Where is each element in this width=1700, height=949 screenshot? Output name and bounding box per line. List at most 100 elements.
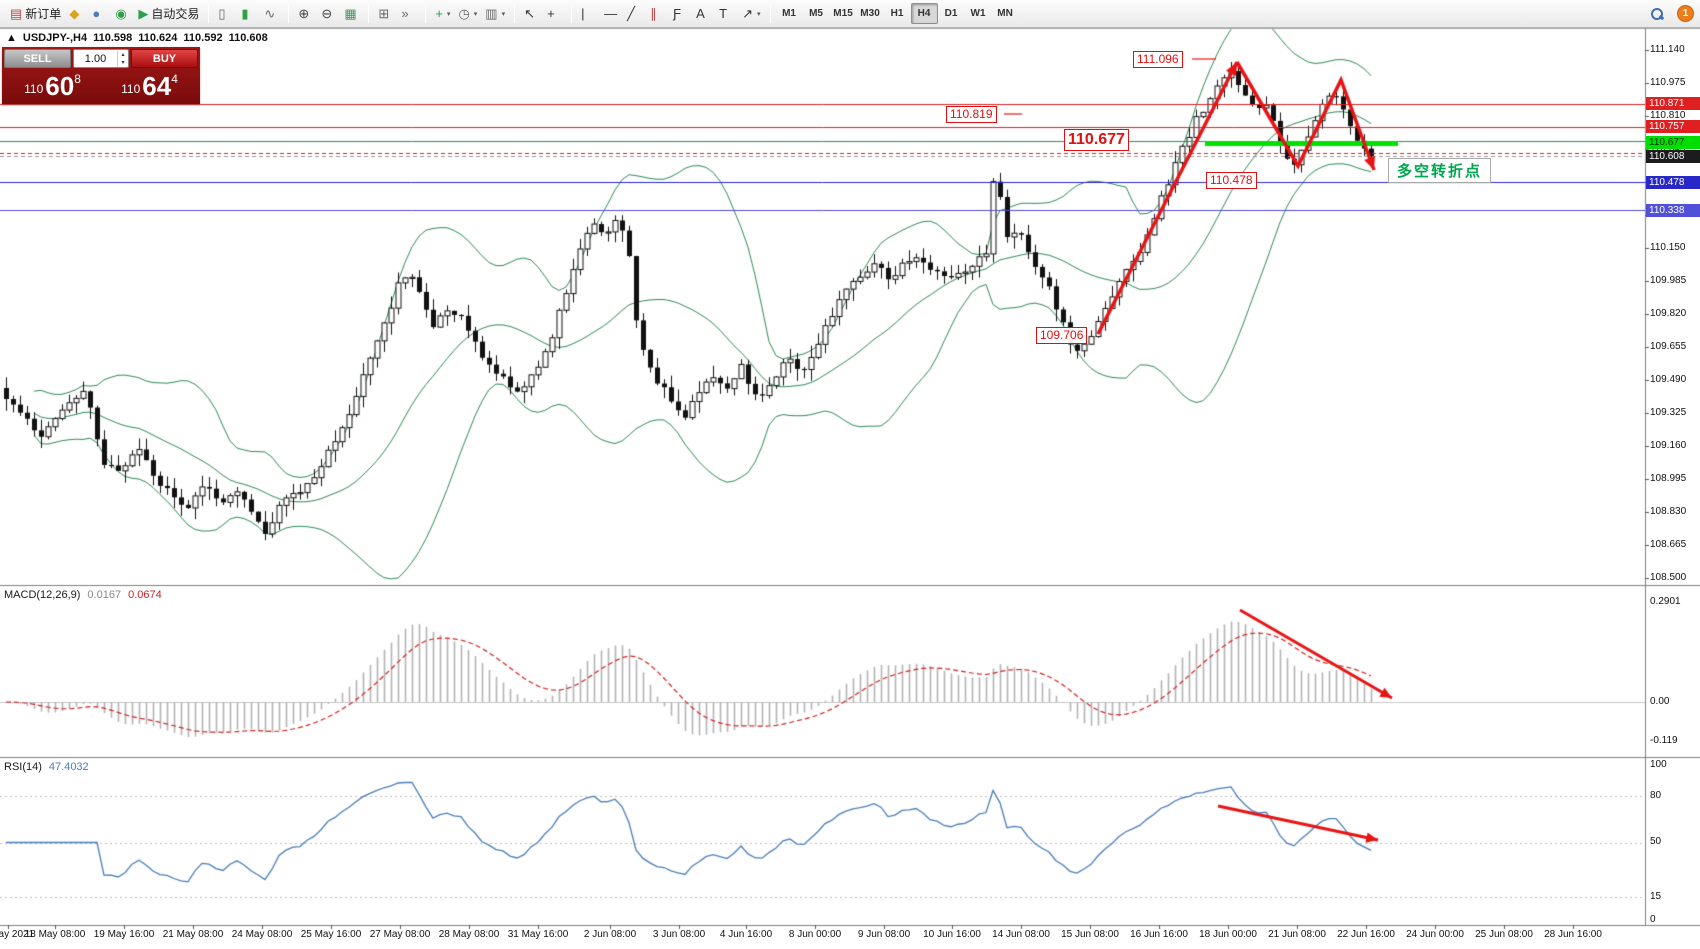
macd-label: MACD(12,26,9) 0.0167 0.0674 xyxy=(4,589,162,601)
chart-shift[interactable]: » xyxy=(397,2,420,25)
volume-up-icon[interactable]: ▴ xyxy=(121,51,125,58)
sell-price-sup: 8 xyxy=(74,72,81,86)
timeframe-h4[interactable]: H4 xyxy=(910,3,938,24)
label-tool-icon: T xyxy=(719,6,728,21)
chart-bars[interactable]: ▯ xyxy=(214,2,237,25)
chart-candles[interactable]: ▮ xyxy=(237,2,260,25)
rsi-value: 47.4032 xyxy=(48,761,89,773)
trendline-tool-icon: ╱ xyxy=(627,6,635,21)
arrows-tool[interactable]: ↗ ▾ xyxy=(738,2,764,25)
sell-price-prefix: 110 xyxy=(24,82,44,96)
crosshair-icon: + xyxy=(547,6,555,21)
rsi-name: RSI(14) xyxy=(4,761,42,773)
timeframe-d1[interactable]: D1 xyxy=(938,3,965,24)
channel-tool-icon: ∥ xyxy=(650,6,657,21)
trendline-tool[interactable]: ╱ xyxy=(623,2,646,25)
buy-price-sup: 4 xyxy=(171,72,178,86)
quote-symbol: USDJPY-,H4 xyxy=(22,32,88,44)
fibonacci-tool[interactable]: Ƒ xyxy=(669,2,692,25)
indicators-list-icon: + xyxy=(435,6,443,21)
market-watch-icon: ● xyxy=(92,6,101,21)
toolbar-separator xyxy=(514,4,516,23)
new-order-icon: ▤ xyxy=(10,6,23,21)
timeframe-m1[interactable]: M1 xyxy=(776,3,803,24)
new-order-label: 新订单 xyxy=(25,7,62,21)
volume-down-icon[interactable]: ▾ xyxy=(121,59,125,66)
dropdown-caret-icon: ▾ xyxy=(446,10,451,18)
community-icon: ◉ xyxy=(115,6,127,21)
zoom-in-icon: ⊕ xyxy=(298,6,310,21)
chart-shift-icon: » xyxy=(401,6,409,21)
channel-tool[interactable]: ∥ xyxy=(646,2,669,25)
cursor-icon: ↖ xyxy=(524,6,536,21)
text-tool[interactable]: A xyxy=(692,2,715,25)
chart-bars-icon: ▯ xyxy=(218,6,226,21)
macd-name: MACD(12,26,9) xyxy=(4,589,81,601)
sell-button[interactable]: SELL xyxy=(4,49,71,68)
toolbar-separator xyxy=(769,4,771,23)
sell-price[interactable]: 110 60 8 xyxy=(4,68,101,102)
buy-price[interactable]: 110 64 4 xyxy=(101,68,198,102)
chart-profiles[interactable]: ◆ xyxy=(65,2,88,25)
toolbar-separator xyxy=(208,4,210,23)
volume-value: 1.00 xyxy=(84,52,107,65)
volume-input[interactable]: 1.00 ▴ ▾ xyxy=(73,49,129,68)
timeframe-w1[interactable]: W1 xyxy=(965,3,992,24)
new-order[interactable]: ▤ 新订单 xyxy=(6,2,65,25)
auto-arrange-icon: ⊞ xyxy=(378,6,390,21)
macd-value-main: 0.0167 xyxy=(87,589,122,601)
chart-profiles-icon: ◆ xyxy=(69,6,80,21)
text-tool-icon: A xyxy=(696,6,705,21)
volume-stepper[interactable]: ▴ ▾ xyxy=(117,50,128,67)
cursor[interactable]: ↖ xyxy=(520,2,543,25)
auto-trading-icon: ▶ xyxy=(138,6,149,21)
dropdown-caret-icon: ▾ xyxy=(473,10,478,18)
vertical-line-tool[interactable]: | xyxy=(577,2,600,25)
crosshair[interactable]: + xyxy=(543,2,566,25)
market-watch[interactable]: ● xyxy=(88,2,111,25)
auto-trading[interactable]: ▶ 自动交易 xyxy=(134,2,203,25)
trade-prices-row: 110 60 8 110 64 4 xyxy=(4,68,198,102)
timeframe-m5[interactable]: M5 xyxy=(803,3,830,24)
toolbar: ▤ 新订单 ◆ ● ◉ ▶ 自动交易 ▯ ▮ ∿ ⊕ ⊖ ▦ ⊞» + ▾ ◷ ▾ ▥ ▾ ↖ + | — ╱ ∥ Ƒ A T ↗ ▾ M1 M… xyxy=(0,0,1700,28)
timeframe-m15[interactable]: M15 xyxy=(830,3,857,24)
toolbar-separator xyxy=(425,4,427,23)
auto-trading-label: 自动交易 xyxy=(151,7,200,21)
timeframe-h1[interactable]: H1 xyxy=(884,3,911,24)
periods[interactable]: ◷ ▾ xyxy=(454,2,481,25)
toolbar-right: 1 xyxy=(1647,4,1694,24)
templates-icon: ▥ xyxy=(485,6,498,21)
timeframe-m30[interactable]: M30 xyxy=(857,3,884,24)
templates[interactable]: ▥ ▾ xyxy=(481,2,509,25)
dropdown-caret-icon: ▾ xyxy=(757,10,761,18)
buy-button[interactable]: BUY xyxy=(131,49,198,68)
tile-windows[interactable]: ▦ xyxy=(340,2,363,25)
timeframe-mn[interactable]: MN xyxy=(992,3,1019,24)
community[interactable]: ◉ xyxy=(111,2,134,25)
buy-price-prefix: 110 xyxy=(121,82,141,96)
annotation-note[interactable]: 多空转折点 xyxy=(1388,158,1492,183)
auto-arrange[interactable]: ⊞ xyxy=(374,2,397,25)
arrows-tool-icon: ↗ xyxy=(742,6,754,21)
periods-icon: ◷ xyxy=(458,6,470,21)
one-click-trading-panel: SELL 1.00 ▴ ▾ BUY 110 60 8 110 64 4 xyxy=(2,47,200,104)
macd-value-signal: 0.0674 xyxy=(128,589,162,601)
zoom-in[interactable]: ⊕ xyxy=(294,2,317,25)
buy-price-big: 64 xyxy=(142,71,172,101)
zoom-out-icon: ⊖ xyxy=(321,6,333,21)
vertical-line-tool-icon: | xyxy=(581,6,585,21)
dropdown-caret-icon: ▾ xyxy=(501,10,506,18)
price-direction-icon: ▲ xyxy=(6,32,17,44)
horizontal-line-tool[interactable]: — xyxy=(600,2,623,25)
notification-badge[interactable]: 1 xyxy=(1677,5,1694,22)
toolbar-separator xyxy=(571,4,573,23)
chart-line[interactable]: ∿ xyxy=(260,2,283,25)
label-tool[interactable]: T xyxy=(715,2,738,25)
sell-price-big: 60 xyxy=(45,71,75,101)
zoom-out[interactable]: ⊖ xyxy=(317,2,340,25)
quote-line: ▲ USDJPY-,H4 110.598 110.624 110.592 110… xyxy=(6,32,268,44)
indicators-list[interactable]: + ▾ xyxy=(431,2,454,25)
search-button[interactable] xyxy=(1647,4,1667,24)
toolbar-separator xyxy=(368,4,370,23)
